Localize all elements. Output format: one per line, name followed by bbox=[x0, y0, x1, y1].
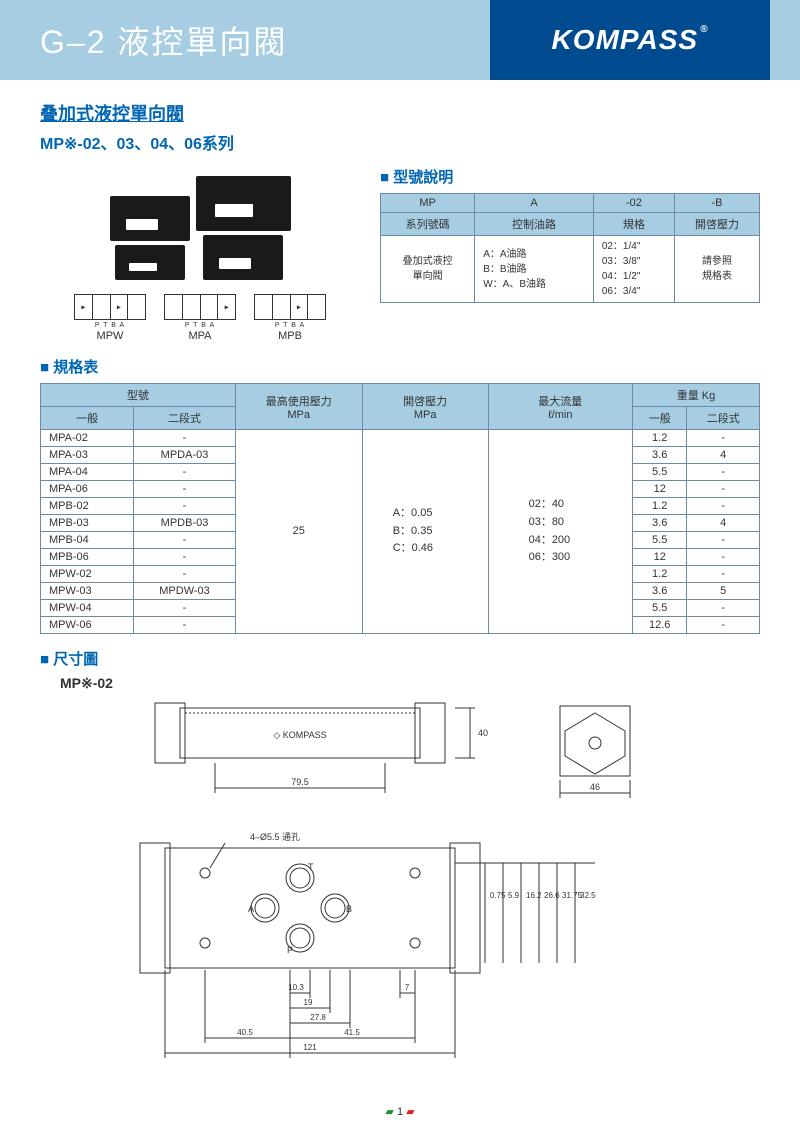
model-th: 控制油路 bbox=[475, 213, 594, 236]
spec-th: 一般 bbox=[41, 407, 134, 430]
page-footer: ▰ 1 ▰ bbox=[0, 1105, 800, 1118]
dim-model: MP※-02 bbox=[60, 675, 760, 692]
section-head-dim: 尺寸圖 bbox=[40, 648, 760, 669]
svg-text:0.75: 0.75 bbox=[490, 891, 506, 900]
page-header: G–2 液控單向閥 KOMPASS® bbox=[0, 0, 800, 80]
page-title: G–2 液控單向閥 bbox=[40, 17, 287, 63]
svg-text:T: T bbox=[308, 862, 314, 872]
spec-th: 一般 bbox=[633, 407, 687, 430]
model-th: 系列號碼 bbox=[381, 213, 475, 236]
svg-text:32.5: 32.5 bbox=[580, 891, 596, 900]
model-table: MP A -02 -B 系列號碼 控制油路 規格 開啓壓力 叠加式液控 單向閥 … bbox=[380, 193, 760, 303]
svg-text:46: 46 bbox=[590, 782, 600, 792]
subtitle-series: MP※-02、03、04、06系列 bbox=[40, 130, 760, 154]
table-row: MPA-02-25A：0.05 B：0.35 C：0.4602：40 03：80… bbox=[41, 430, 760, 447]
model-th: -02 bbox=[593, 194, 674, 213]
svg-text:B: B bbox=[346, 904, 352, 914]
svg-text:40.5: 40.5 bbox=[237, 1028, 253, 1037]
svg-text:7: 7 bbox=[405, 983, 410, 992]
model-td: 叠加式液控 單向閥 bbox=[381, 236, 475, 303]
model-th: 開啓壓力 bbox=[675, 213, 760, 236]
svg-text:16.2: 16.2 bbox=[526, 891, 542, 900]
product-photo bbox=[40, 166, 360, 286]
model-th: 規格 bbox=[593, 213, 674, 236]
svg-text:41.5: 41.5 bbox=[344, 1028, 360, 1037]
model-td: A：A油路 B：B油路 W：A、B油路 bbox=[475, 236, 594, 303]
schematic-mpb: P T B A MPB bbox=[254, 294, 326, 342]
brand-logo: KOMPASS® bbox=[552, 24, 709, 56]
svg-text:27.8: 27.8 bbox=[310, 1013, 326, 1022]
svg-text:P: P bbox=[287, 945, 293, 955]
svg-text:A: A bbox=[248, 904, 254, 914]
spec-th: 最大流量ℓ/min bbox=[488, 384, 632, 430]
spec-th: 最高使用壓力MPa bbox=[235, 384, 362, 430]
svg-text:10.3: 10.3 bbox=[288, 983, 304, 992]
product-image-area: P T B A MPW P T B A MPA P T B A MPB bbox=[40, 166, 360, 342]
model-th: MP bbox=[381, 194, 475, 213]
model-td: 02：1/4" 03：3/8" 04：1/2" 06：3/4" bbox=[593, 236, 674, 303]
page-number: 1 bbox=[397, 1106, 403, 1118]
section-head-model: 型號說明 bbox=[380, 166, 760, 187]
spec-th: 二段式 bbox=[134, 407, 235, 430]
spec-th: 二段式 bbox=[687, 407, 760, 430]
brand-logo-box: KOMPASS® bbox=[490, 0, 770, 80]
schematic-mpw: P T B A MPW bbox=[74, 294, 146, 342]
section-head-spec: 規格表 bbox=[40, 356, 760, 377]
model-th: -B bbox=[675, 194, 760, 213]
spec-th: 型號 bbox=[41, 384, 236, 407]
subtitle-product: 叠加式液控單向閥 bbox=[40, 100, 760, 126]
svg-text:4–Ø5.5 通孔: 4–Ø5.5 通孔 bbox=[250, 832, 300, 842]
spec-th: 重量 Kg bbox=[633, 384, 760, 407]
svg-text:40: 40 bbox=[478, 728, 488, 738]
spec-th: 開啓壓力MPa bbox=[362, 384, 488, 430]
svg-text:5.9: 5.9 bbox=[508, 891, 520, 900]
svg-text:79.5: 79.5 bbox=[291, 777, 309, 787]
schematic-row: P T B A MPW P T B A MPA P T B A MPB bbox=[40, 294, 360, 342]
spec-table: 型號 最高使用壓力MPa 開啓壓力MPa 最大流量ℓ/min 重量 Kg 一般 … bbox=[40, 383, 760, 634]
model-td: 請參照 規格表 bbox=[675, 236, 760, 303]
svg-text:19: 19 bbox=[304, 998, 313, 1007]
svg-text:26.6: 26.6 bbox=[544, 891, 560, 900]
svg-text:121: 121 bbox=[303, 1043, 317, 1052]
svg-text:◇ KOMPASS: ◇ KOMPASS bbox=[273, 730, 326, 740]
schematic-mpa: P T B A MPA bbox=[164, 294, 236, 342]
dimension-drawing: ◇ KOMPASS 40 79.5 46 bbox=[40, 698, 760, 1078]
model-th: A bbox=[475, 194, 594, 213]
